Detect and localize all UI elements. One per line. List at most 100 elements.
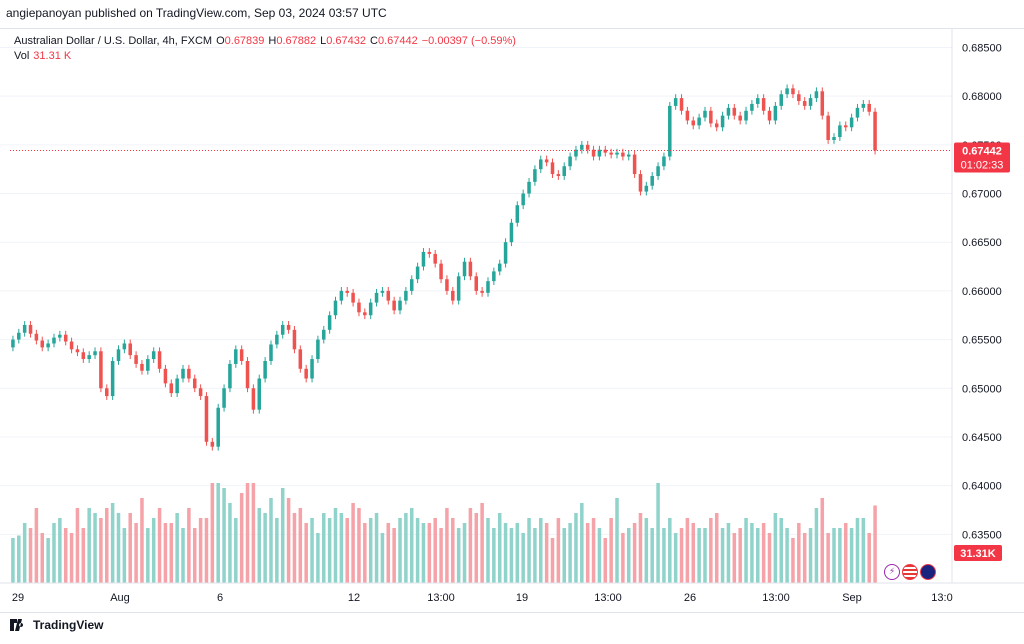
volume-bar [105, 508, 109, 583]
volume-bar [703, 528, 707, 583]
candle-body [263, 361, 267, 379]
us-flag-icon[interactable] [902, 564, 918, 580]
candle-body [439, 263, 443, 280]
candle-body [286, 324, 291, 330]
candle-body [151, 351, 156, 360]
candle-body [275, 334, 279, 345]
y-tick-label: 0.66500 [962, 237, 1002, 249]
volume-bar [409, 508, 414, 583]
volume-bar [363, 523, 367, 583]
x-tick-label: 13:00 [762, 592, 790, 604]
volume-bar [679, 528, 684, 583]
candle-body [726, 107, 731, 116]
candle-body [339, 290, 344, 301]
change-value: −0.00397 (−0.59%) [421, 35, 516, 47]
candle-body [81, 352, 86, 360]
candle-body [228, 363, 232, 389]
candle-body [445, 279, 449, 291]
volume-bar [198, 518, 203, 583]
au-flag-icon[interactable] [920, 564, 936, 580]
volume-bar [591, 518, 596, 583]
volume-bar [69, 533, 74, 583]
candle-body [175, 378, 179, 394]
volume-bar [456, 528, 461, 583]
volume-bar [750, 523, 754, 583]
candle-body [533, 169, 537, 182]
volume-bar [503, 523, 508, 583]
volume-bar [451, 518, 455, 583]
candle-body [140, 363, 144, 371]
candle-body [802, 101, 807, 106]
volume-bar [820, 498, 825, 583]
candle-body [11, 339, 15, 348]
volume-bar [802, 533, 807, 583]
candle-body [574, 149, 578, 157]
candle-body [697, 117, 701, 126]
candle-body [368, 302, 373, 316]
candle-body [110, 361, 115, 397]
candle-body [99, 351, 103, 389]
price-chart[interactable]: 0.685000.680000.675000.670000.665000.660… [0, 28, 1024, 612]
volume-bar [34, 508, 39, 583]
lightning-icon[interactable]: ⚡ [884, 564, 900, 580]
candle-body [685, 110, 690, 121]
volume-bar [791, 538, 795, 583]
candle-body [486, 281, 490, 293]
candle-body [585, 144, 590, 150]
tradingview-logo[interactable]: TradingView [10, 618, 103, 632]
volume-bar [245, 483, 250, 583]
candle-body [22, 324, 27, 333]
candle-body [40, 340, 45, 348]
volume-bar [157, 508, 162, 583]
candle-body [527, 181, 531, 194]
candle-body [392, 300, 396, 311]
volume-bar [580, 503, 584, 583]
volume-bar [814, 508, 819, 583]
candle-body [28, 324, 33, 334]
close-value: 0.67442 [377, 35, 418, 47]
candle-body [580, 144, 584, 150]
x-tick-label: 12 [348, 592, 360, 604]
candle-body [609, 152, 613, 155]
chart-legend: Australian Dollar / U.S. Dollar, 4h, FXC… [14, 34, 520, 64]
candle-body [808, 98, 813, 106]
candle-body [591, 149, 596, 157]
volume-bar [263, 513, 267, 583]
candle-body [157, 351, 162, 369]
candle-body [673, 98, 678, 106]
volume-bar [873, 505, 877, 583]
candle-body [52, 337, 56, 344]
volume-bar [140, 498, 144, 583]
volume-value: 31.31 K [33, 50, 72, 62]
candle-body [691, 120, 696, 126]
volume-bar [327, 518, 332, 583]
y-tick-label: 0.67000 [962, 189, 1002, 201]
candle-body [562, 166, 566, 176]
volume-bar [187, 508, 191, 583]
volume-bar [374, 513, 379, 583]
x-tick-label: 26 [684, 592, 696, 604]
volume-bar [116, 513, 121, 583]
candle-body [603, 149, 608, 153]
x-tick-label: Sep [842, 592, 862, 604]
candle-body [656, 166, 660, 176]
y-tick-label: 0.68500 [962, 42, 1002, 54]
volume-bar [310, 518, 314, 583]
candle-body [433, 253, 437, 264]
x-tick-label: 29 [12, 592, 24, 604]
candle-body [720, 115, 725, 128]
volume-bar [709, 518, 713, 583]
event-icons: ⚡ [884, 564, 938, 580]
candle-body [163, 368, 168, 384]
volume-bar [40, 533, 45, 583]
volume-bar [855, 518, 860, 583]
y-tick-label: 0.64000 [962, 481, 1002, 493]
volume-bar [480, 503, 484, 583]
volume-bar [673, 533, 678, 583]
candle-body [251, 388, 256, 410]
candle-body [304, 368, 308, 379]
volume-bar [151, 518, 156, 583]
volume-bar [163, 523, 168, 583]
x-tick-label: 6 [217, 592, 223, 604]
volume-bar [562, 528, 566, 583]
